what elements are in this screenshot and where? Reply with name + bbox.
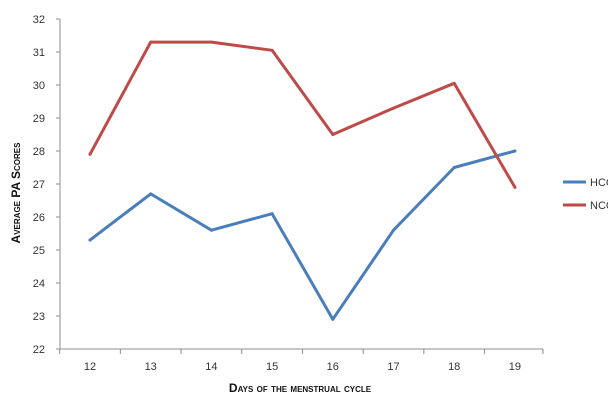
data-point-ncg xyxy=(452,81,456,85)
y-tick-label: 23 xyxy=(33,311,45,323)
x-tick-label: 17 xyxy=(387,361,399,373)
x-tick-label: 14 xyxy=(205,361,217,373)
data-point-hcg xyxy=(88,238,92,242)
legend-label-ncg: NCG xyxy=(590,200,608,212)
y-axis-ticks: 22 23 24 25 26 27 28 29 30 31 32 xyxy=(33,14,60,356)
x-axis-title: Days of the menstrual cycle xyxy=(229,381,372,395)
data-point-ncg xyxy=(88,152,92,156)
y-tick-label: 28 xyxy=(33,146,45,158)
y-tick-label: 26 xyxy=(33,212,45,224)
y-tick-label: 31 xyxy=(33,47,45,59)
y-tick-label: 22 xyxy=(33,344,45,356)
data-point-hcg xyxy=(270,212,274,216)
x-axis-ticks: 12 13 14 15 16 17 18 19 xyxy=(59,349,544,373)
chart-series xyxy=(88,40,517,321)
chart-legend: HCG NCG xyxy=(563,177,608,212)
legend-label-hcg: HCG xyxy=(590,177,608,189)
x-tick-label: 18 xyxy=(448,361,460,373)
series-line-hcg xyxy=(88,149,517,321)
data-point-hcg xyxy=(149,192,153,196)
x-tick-label: 15 xyxy=(266,361,278,373)
y-tick-label: 27 xyxy=(33,179,45,191)
data-point-hcg xyxy=(513,149,517,153)
chart-axes xyxy=(59,19,543,350)
data-point-ncg xyxy=(513,185,517,189)
series-line-ncg xyxy=(88,40,517,189)
y-tick-label: 30 xyxy=(33,80,45,92)
data-point-ncg xyxy=(270,48,274,52)
data-point-hcg xyxy=(209,228,213,232)
x-tick-label: 19 xyxy=(509,361,521,373)
data-point-ncg xyxy=(209,40,213,44)
y-axis-title: Average PA Scores xyxy=(9,142,23,244)
data-point-hcg xyxy=(452,166,456,169)
x-tick-label: 16 xyxy=(327,361,339,373)
x-tick-label: 13 xyxy=(145,361,157,373)
data-point-ncg xyxy=(331,133,335,136)
y-tick-label: 32 xyxy=(33,14,45,26)
data-point-ncg xyxy=(392,106,395,110)
x-tick-label: 12 xyxy=(84,361,96,373)
y-tick-label: 25 xyxy=(33,245,45,257)
data-point-hcg xyxy=(331,317,335,321)
data-point-ncg xyxy=(149,40,153,44)
y-tick-label: 29 xyxy=(33,113,45,125)
data-point-hcg xyxy=(392,228,395,232)
y-tick-label: 24 xyxy=(33,278,45,290)
